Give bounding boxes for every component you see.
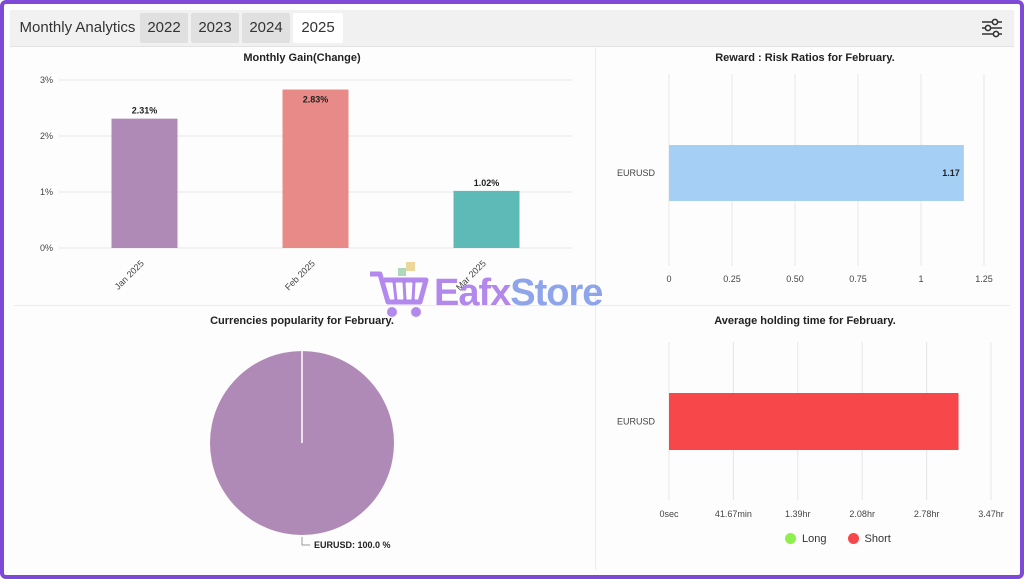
holding-time-chart: 0sec 41.67min 1.39hr 2.08hr 2.78hr 3.47hr EURU… [617,342,1004,519]
y-tick-label: 0% [40,243,53,253]
x-tick-label: 0.75 [849,274,867,284]
x-tick-label: 1.39hr [785,509,811,519]
legend-long-swatch [785,533,796,544]
data-label: 2.31% [132,106,158,116]
tab-bar: Monthly Analytics 2022 2023 2024 2025 [10,10,1014,47]
y-tick-label: 3% [40,75,53,85]
tab-year-2025[interactable]: 2025 [293,13,343,43]
data-label: 2.83% [303,95,329,105]
data-label: EURUSD: 100.0 % [314,540,391,550]
x-tick-label: 0 [666,274,671,284]
label-leader [301,537,310,546]
y-tick-label: 2% [40,131,53,141]
data-label: 1.17 [942,168,960,178]
y-tick-label: EURUSD [617,417,656,427]
currency-popularity-chart: EURUSD: 100.0 % [210,351,394,550]
panel-divider-horizontal [14,305,1010,306]
x-tick-label: 41.67min [715,509,752,519]
legend-item-short[interactable]: Short [847,533,891,545]
x-tick-label: Feb 2025 [283,258,317,292]
legend-short-label: Short [864,533,891,545]
x-tick-label: 2.08hr [849,509,875,519]
tab-year-2024[interactable]: 2024 [242,13,290,43]
bar-short [669,393,959,450]
legend-long-label: Long [802,533,827,545]
data-label: 1.02% [474,178,500,188]
tab-year-2023[interactable]: 2023 [191,13,239,43]
x-tick-label: 1 [918,274,923,284]
x-tick-label: 1.25 [975,274,993,284]
tab-year-2022[interactable]: 2022 [140,13,188,43]
x-tick-label: 0.25 [723,274,741,284]
sliders-icon[interactable] [980,16,1004,40]
monthly-gain-chart: 0% 1% 2% 3% 2.31% Jan 2025 2.83% Feb 2025 1.02% M… [40,75,572,292]
legend-item-long[interactable]: Long [785,533,826,545]
bar [669,145,964,201]
bar [111,118,178,248]
monthly-gain-title: Monthly Gain(Change) [243,52,361,64]
page-title: Monthly Analytics [19,19,136,36]
reward-risk-chart: 0 0.25 0.50 0.75 1 1.25 EURUSD 1.17 [617,74,993,284]
x-tick-label: 2.78hr [914,509,940,519]
bar [282,89,349,248]
bar [453,190,520,248]
reward-risk-title: Reward : Risk Ratios for February. [715,52,895,64]
panel-divider-vertical [595,46,596,570]
x-tick-label: 3.47hr [978,509,1004,519]
currency-popularity-title: Currencies popularity for February. [210,315,394,327]
x-tick-label: 0sec [659,509,679,519]
legend-short-swatch [847,533,859,544]
x-tick-label: Jan 2025 [113,258,146,291]
y-tick-label: 1% [40,187,53,197]
x-tick-label: 0.50 [786,274,804,284]
x-tick-label: Mar 2025 [454,258,488,292]
holding-time-title: Average holding time for February. [714,315,896,327]
holding-time-legend: Long Short [785,533,909,549]
y-tick-label: EURUSD [617,168,656,178]
